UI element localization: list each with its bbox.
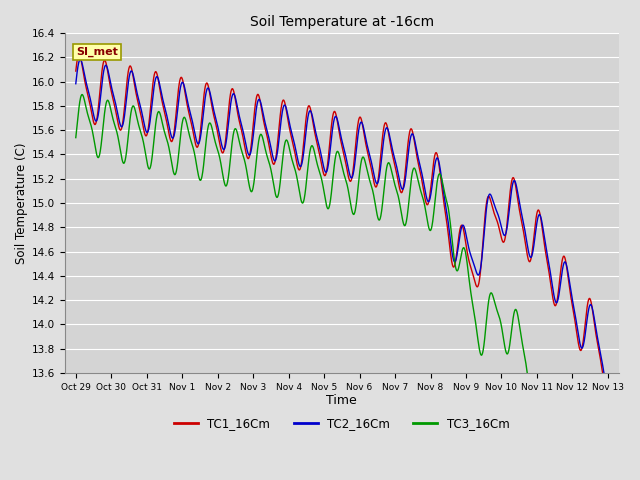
Text: SI_met: SI_met bbox=[76, 47, 118, 57]
Title: Soil Temperature at -16cm: Soil Temperature at -16cm bbox=[250, 15, 434, 29]
Legend: TC1_16Cm, TC2_16Cm, TC3_16Cm: TC1_16Cm, TC2_16Cm, TC3_16Cm bbox=[170, 413, 514, 435]
X-axis label: Time: Time bbox=[326, 395, 357, 408]
Y-axis label: Soil Temperature (C): Soil Temperature (C) bbox=[15, 142, 28, 264]
